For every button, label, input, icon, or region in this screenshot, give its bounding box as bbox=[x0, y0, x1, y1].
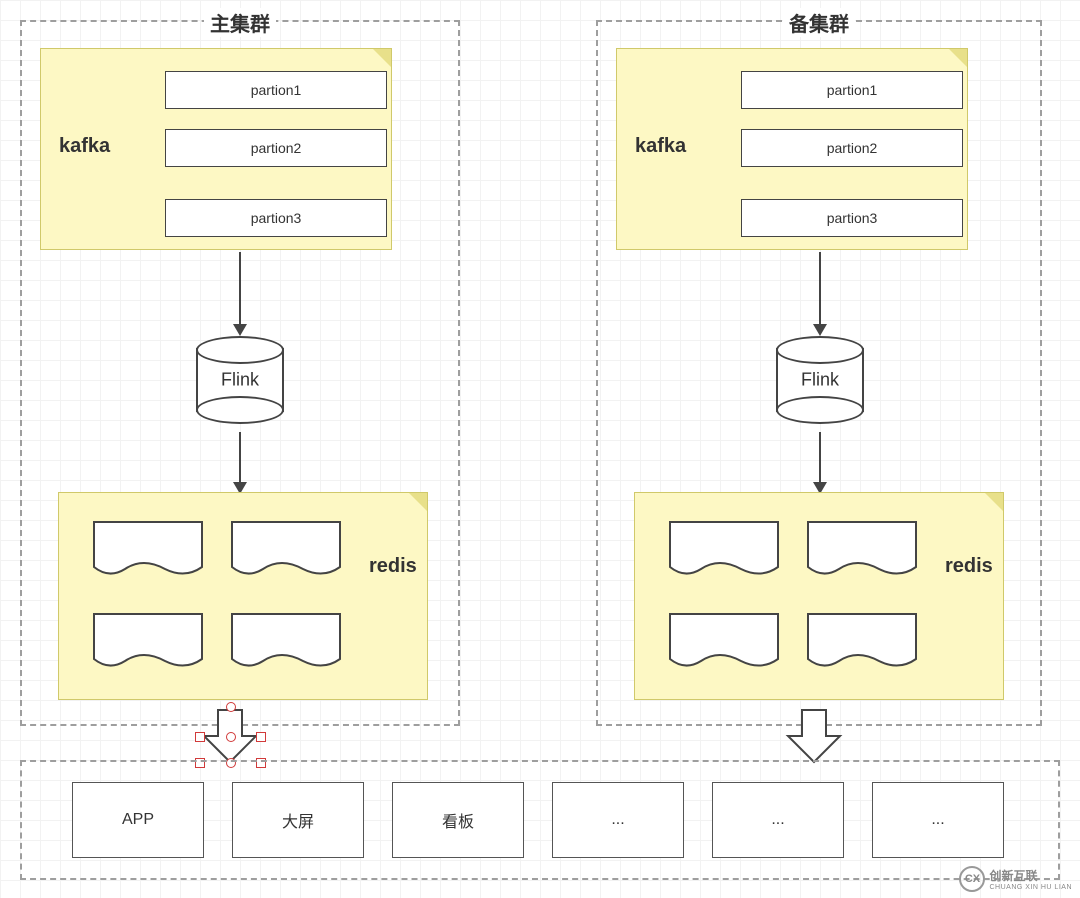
output-more-2: ... bbox=[712, 782, 844, 858]
backup-redis-doc-2 bbox=[807, 521, 917, 579]
backup-cluster: 备集群 kafka partion1 partion2 partion3 Fli… bbox=[596, 20, 1042, 726]
selection-handle-icon[interactable] bbox=[226, 732, 236, 742]
primary-redis-doc-1 bbox=[93, 521, 203, 579]
backup-partition-3: partion3 bbox=[741, 199, 963, 237]
watermark-text: 创新互联 bbox=[989, 867, 1072, 884]
selection-handle-icon[interactable] bbox=[195, 732, 205, 742]
output-more-1: ... bbox=[552, 782, 684, 858]
backup-partition-1: partion1 bbox=[741, 71, 963, 109]
primary-redis-label: redis bbox=[369, 555, 417, 578]
output-row: APP 大屏 看板 ... ... ... bbox=[20, 760, 1060, 880]
backup-redis-doc-1 bbox=[669, 521, 779, 579]
backup-cluster-title: 备集群 bbox=[783, 8, 855, 37]
primary-redis-doc-3 bbox=[93, 613, 203, 671]
output-bigscreen: 大屏 bbox=[232, 782, 364, 858]
watermark: CX 创新互联 CHUANG XIN HU LIAN bbox=[959, 866, 1072, 892]
backup-kafka-label: kafka bbox=[635, 135, 686, 158]
selection-handle-icon[interactable] bbox=[226, 702, 236, 712]
output-kanban: 看板 bbox=[392, 782, 524, 858]
backup-partition-2: partion2 bbox=[741, 129, 963, 167]
backup-arrow-flink-redis bbox=[819, 432, 821, 482]
primary-partition-1: partion1 bbox=[165, 71, 387, 109]
output-app: APP bbox=[72, 782, 204, 858]
primary-block-arrow[interactable] bbox=[200, 708, 260, 764]
primary-redis-doc-2 bbox=[231, 521, 341, 579]
primary-arrowhead-kafka-flink bbox=[233, 324, 247, 336]
primary-flink-label: Flink bbox=[196, 370, 284, 391]
primary-arrow-kafka-flink bbox=[239, 252, 241, 324]
primary-redis-box: redis bbox=[58, 492, 428, 700]
primary-partition-3: partion3 bbox=[165, 199, 387, 237]
watermark-sub: CHUANG XIN HU LIAN bbox=[989, 884, 1072, 891]
backup-arrow-kafka-flink bbox=[819, 252, 821, 324]
output-more-3: ... bbox=[872, 782, 1004, 858]
selection-handle-icon[interactable] bbox=[256, 732, 266, 742]
backup-block-arrow[interactable] bbox=[784, 708, 844, 764]
primary-cluster: 主集群 kafka partion1 partion2 partion3 Fli… bbox=[20, 20, 460, 726]
primary-flink-cylinder: Flink bbox=[196, 336, 284, 424]
backup-flink-cylinder: Flink bbox=[776, 336, 864, 424]
backup-redis-box: redis bbox=[634, 492, 1004, 700]
primary-kafka-label: kafka bbox=[59, 135, 110, 158]
backup-redis-doc-4 bbox=[807, 613, 917, 671]
backup-redis-doc-3 bbox=[669, 613, 779, 671]
backup-kafka-box: kafka partion1 partion2 partion3 bbox=[616, 48, 968, 250]
primary-arrow-flink-redis bbox=[239, 432, 241, 482]
backup-redis-label: redis bbox=[945, 555, 993, 578]
primary-cluster-title: 主集群 bbox=[204, 8, 276, 37]
primary-kafka-box: kafka partion1 partion2 partion3 bbox=[40, 48, 392, 250]
primary-redis-doc-4 bbox=[231, 613, 341, 671]
backup-arrowhead-kafka-flink bbox=[813, 324, 827, 336]
watermark-logo-icon: CX bbox=[959, 866, 985, 892]
backup-flink-label: Flink bbox=[776, 370, 864, 391]
primary-partition-2: partion2 bbox=[165, 129, 387, 167]
